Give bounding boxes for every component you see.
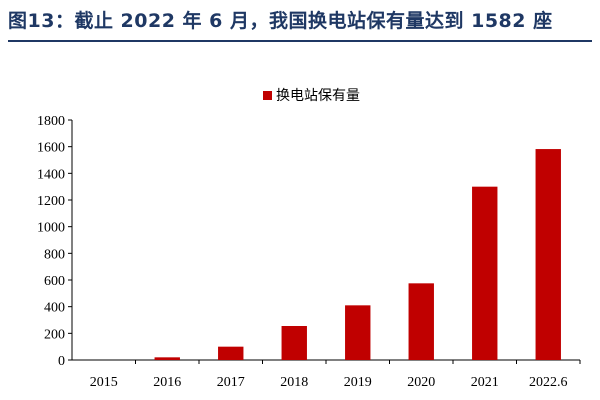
y-tick-label: 1800 bbox=[37, 114, 65, 129]
y-tick-label: 800 bbox=[44, 247, 65, 262]
y-tick-label: 1200 bbox=[37, 194, 65, 209]
bar-2021 bbox=[472, 186, 498, 360]
bar-2019 bbox=[345, 305, 371, 360]
bar-2018 bbox=[281, 326, 307, 360]
chart-bars bbox=[154, 149, 561, 360]
bar-2017 bbox=[218, 346, 244, 360]
legend-swatch bbox=[263, 91, 272, 100]
x-tick-label: 2022.6 bbox=[529, 375, 568, 390]
x-tick-label: 2018 bbox=[280, 375, 308, 390]
x-tick-label: 2017 bbox=[217, 375, 245, 390]
x-tick-label: 2019 bbox=[344, 375, 372, 390]
bar-2020 bbox=[408, 283, 434, 360]
y-tick-label: 0 bbox=[58, 354, 65, 369]
y-tick-labels: 0 200 400 600 800 1000 1200 1400 1600 1800 bbox=[37, 114, 65, 369]
y-tick-label: 1400 bbox=[37, 167, 65, 182]
y-tick-label: 1000 bbox=[37, 221, 65, 236]
y-tick-label: 1600 bbox=[37, 141, 65, 156]
bar-2022.6 bbox=[535, 149, 561, 360]
x-tick-label: 2015 bbox=[90, 375, 118, 390]
figure-title: 图13：截止 2022 年 6 月，我国换电站保有量达到 1582 座 bbox=[8, 10, 553, 32]
bar-2016 bbox=[154, 357, 180, 360]
title-underline bbox=[8, 40, 592, 42]
y-tick-label: 400 bbox=[44, 301, 65, 316]
chart-axes bbox=[68, 119, 581, 364]
x-tick-label: 2021 bbox=[471, 375, 499, 390]
legend-label: 换电站保有量 bbox=[276, 87, 360, 104]
chart-legend: 换电站保有量 bbox=[263, 87, 360, 104]
y-tick-label: 200 bbox=[44, 327, 65, 342]
x-tick-labels: 2015 2016 2017 2018 2019 2020 2021 2022.6 bbox=[90, 375, 568, 390]
y-tick-label: 600 bbox=[44, 274, 65, 289]
x-tick-label: 2016 bbox=[153, 375, 181, 390]
x-tick-label: 2020 bbox=[407, 375, 435, 390]
